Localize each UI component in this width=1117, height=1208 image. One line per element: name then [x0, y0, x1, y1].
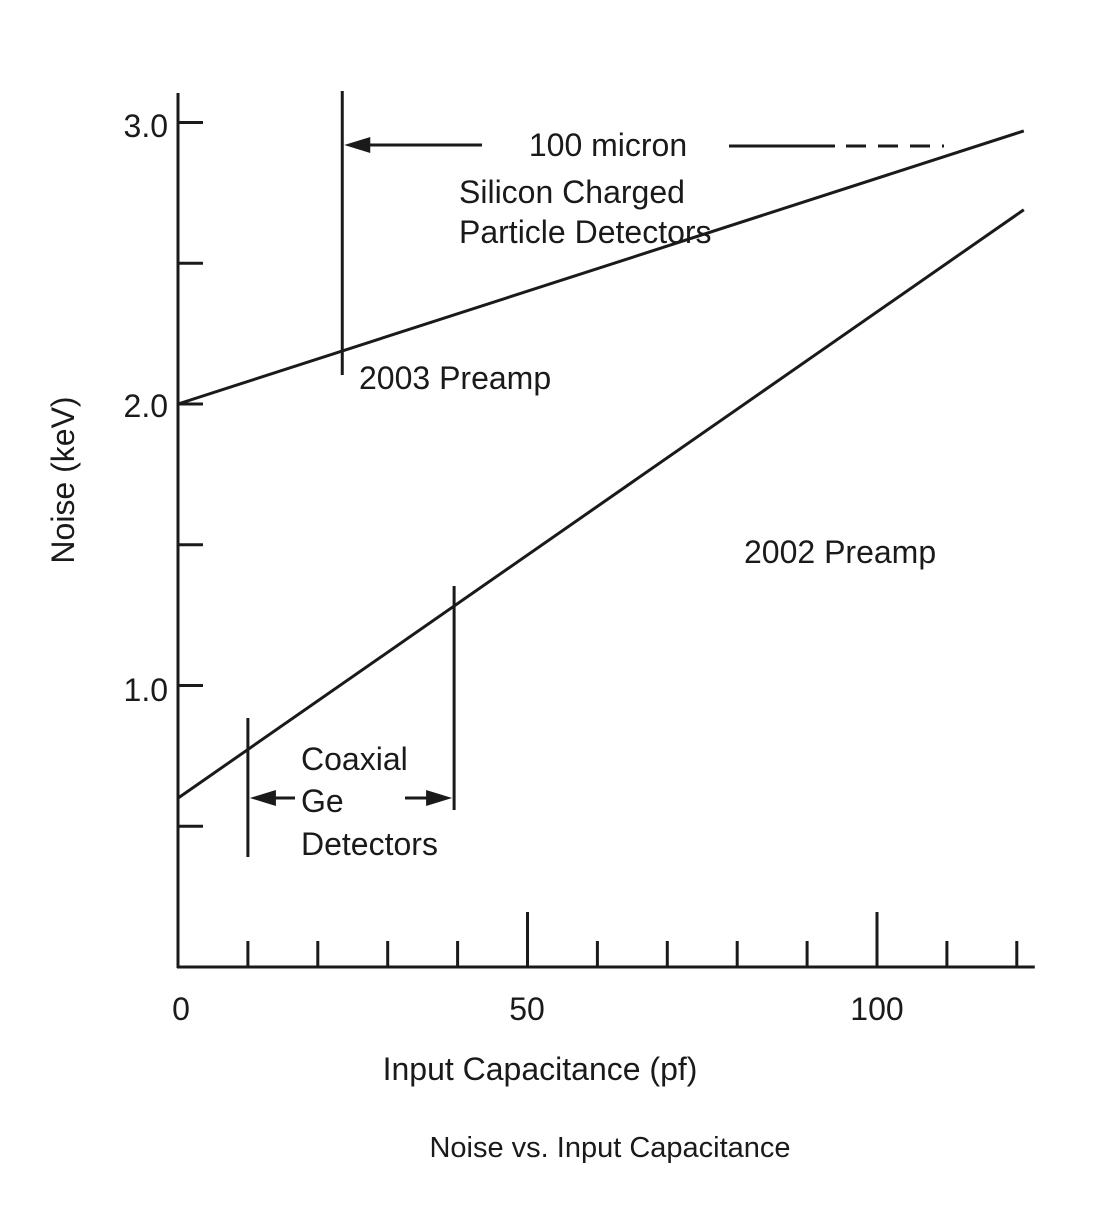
y-tick-label-3: 3.0 — [124, 108, 168, 144]
silicon-label-line1: Silicon Charged — [459, 174, 685, 210]
series-line-2003-preamp — [177, 129, 1025, 406]
axes — [176, 93, 1035, 969]
range-label-100-micron: 100 micron — [529, 127, 687, 163]
annotations — [246, 91, 944, 857]
coaxial-arrow-left-icon — [249, 790, 276, 806]
y-tick-label-1: 1.0 — [124, 672, 168, 708]
x-tick-label-0: 0 — [172, 991, 190, 1027]
coaxial-arrow-right-icon — [426, 790, 453, 806]
x-axis-label: Input Capacitance (pf) — [383, 1051, 698, 1087]
chart-title: Noise vs. Input Capacitance — [429, 1132, 790, 1164]
ticks — [178, 121, 1019, 967]
y-axis-label: Noise (keV) — [45, 396, 81, 563]
coaxial-label-line3: Detectors — [301, 826, 438, 862]
series-label-2003-preamp: 2003 Preamp — [359, 360, 551, 396]
coaxial-label-line2: Ge — [301, 783, 344, 819]
series-line-2002-preamp — [177, 208, 1025, 800]
silicon-label-line2: Particle Detectors — [459, 214, 712, 250]
series-label-2002-preamp: 2002 Preamp — [744, 534, 936, 570]
x-tick-label-50: 50 — [509, 991, 545, 1027]
series-lines — [177, 129, 1025, 800]
x-tick-label-100: 100 — [850, 991, 903, 1027]
silicon-arrowhead-icon — [344, 137, 371, 154]
coaxial-label-line1: Coaxial — [301, 741, 408, 777]
y-tick-label-2: 2.0 — [124, 388, 168, 424]
